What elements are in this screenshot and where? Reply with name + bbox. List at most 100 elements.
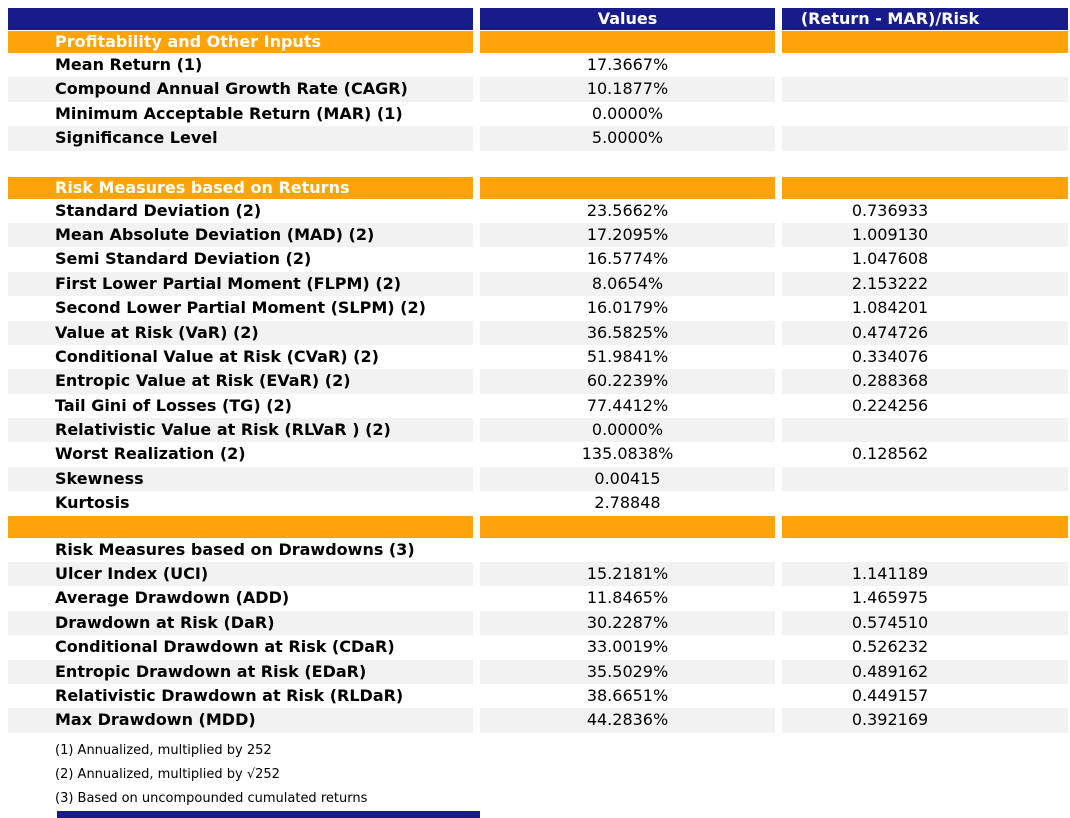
ratio-column-header: (Return - MAR)/Risk [782,8,1068,30]
metric-label: Relativistic Drawdown at Risk (RLDaR) [55,685,404,705]
metric-value: 0.0000% [591,103,664,123]
metric-label: Risk Measures based on Returns [8,176,473,199]
metric-value: 44.2836% [480,708,775,733]
metric-ratio [782,418,1068,443]
metric-label: Compound Annual Growth Rate (CAGR) [8,77,473,102]
metric-ratio: 1.465975 [851,588,929,608]
section-header-row: Risk Measures based on Returns [8,176,1068,199]
metric-row: Entropic Drawdown at Risk (EDaR) 35.5029%… [8,659,1068,684]
table-body: Profitability and Other Inputs Mean Retur… [8,31,1068,733]
metric-label: Entropic Value at Risk (EVaR) (2) [8,369,473,394]
metric-label: Risk Measures based on Drawdowns (3) [55,539,415,559]
metric-value: 17.2095% [480,222,775,248]
metric-label: Conditional Value at Risk (CVaR) (2) [55,346,379,366]
metric-label: Tail Gini of Losses (TG) (2) [55,395,292,415]
metric-ratio: 0.474726 [782,320,1068,345]
metric-label: Profitability and Other Inputs [8,31,473,53]
metric-value: 30.2287% [480,610,775,636]
metric-column-header [8,8,473,30]
metric-ratio: 1.009130 [782,222,1068,248]
metric-ratio [782,176,1068,199]
metric-value: 2.78848 [594,493,661,513]
metric-ratio: 1.047608 [851,249,929,269]
metric-value: 38.6651% [586,685,669,705]
metric-ratio: 0.334076 [851,346,929,366]
metric-row: Conditional Value at Risk (CVaR) (2) 51.9… [8,345,1068,369]
metric-ratio: 0.574510 [782,610,1068,636]
metric-value [480,176,775,199]
footnote: (1) Annualized, multiplied by 252 [55,742,272,758]
metric-value: 0.0000% [480,418,775,443]
metric-label: Kurtosis [55,493,130,513]
metric-ratio: 0.224256 [851,395,929,415]
metric-row: Second Lower Partial Moment (SLPM) (2) 16… [8,296,1068,320]
metric-ratio [782,538,1068,562]
metric-row: Worst Realization (2) 135.0838% 0.128562 [8,442,1068,466]
metric-value: 17.3667% [586,55,669,74]
metric-label [8,515,473,538]
metric-label: Worst Realization (2) [55,444,246,464]
metric-value: 8.0654% [480,271,775,297]
metric-ratio [782,515,1068,538]
metric-row: Kurtosis 2.78848 [8,491,1068,515]
metric-row: Relativistic Value at Risk (RLVaR ) (2) 0… [8,418,1068,443]
metric-ratio: 0.736933 [851,200,929,220]
metric-ratio [782,77,1068,102]
metric-row: Significance Level 5.0000% [8,126,1068,151]
metric-ratio: 1.141189 [782,562,1068,587]
metric-value [480,31,775,53]
metric-label: Conditional Drawdown at Risk (CDaR) [55,637,395,657]
metric-row: Semi Standard Deviation (2) 16.5774% 1.047… [8,247,1068,271]
metric-label: Drawdown at Risk (DaR) [8,610,473,636]
metric-value: 5.0000% [480,126,775,151]
metric-label: Relativistic Value at Risk (RLVaR ) (2) [8,418,473,443]
metric-ratio: 0.489162 [782,659,1068,684]
metric-value: 77.4412% [586,395,669,415]
values-column-header: Values [480,8,775,30]
metric-value: 23.5662% [586,200,669,220]
metric-value: 33.0019% [586,637,669,657]
metric-ratio: 0.526232 [851,637,929,657]
metric-value: 16.0179% [586,298,669,318]
metric-row: Standard Deviation (2) 23.5662% 0.736933 [8,199,1068,223]
metric-row: Skewness 0.00415 [8,466,1068,492]
metric-value: 35.5029% [480,659,775,684]
metric-row: Drawdown at Risk (DaR) 30.2287% 0.574510 [8,610,1068,636]
metric-label: Max Drawdown (MDD) [8,708,473,733]
metric-ratio: 0.288368 [782,369,1068,394]
metric-ratio [782,126,1068,151]
metric-label: Semi Standard Deviation (2) [55,249,312,269]
metric-label: Mean Return (1) [55,55,203,74]
metric-row: First Lower Partial Moment (FLPM) (2) 8.0… [8,271,1068,297]
metric-value: 10.1877% [480,77,775,102]
metric-value: 135.0838% [581,444,674,464]
metric-value: 15.2181% [480,562,775,587]
metric-value: 51.9841% [586,346,669,366]
metric-value: 11.8465% [586,588,669,608]
metric-value: 0.00415 [480,466,775,492]
metric-label: Value at Risk (VaR) (2) [8,320,473,345]
metric-label: First Lower Partial Moment (FLPM) (2) [8,271,473,297]
metric-row: Compound Annual Growth Rate (CAGR) 10.187… [8,77,1068,102]
metric-ratio: 0.128562 [851,444,929,464]
metric-row: Average Drawdown (ADD) 11.8465% 1.465975 [8,586,1068,610]
metric-ratio [782,102,1068,126]
footnote: (2) Annualized, multiplied by √252 [55,766,280,782]
metric-ratio: 2.153222 [782,271,1068,297]
metric-ratio: 0.449157 [851,685,929,705]
footnotes: (1) Annualized, multiplied by 252 (2) An… [8,739,1068,811]
section-header-row [8,515,1068,538]
metric-row: Relativistic Drawdown at Risk (RLDaR) 38.… [8,684,1068,708]
metric-row: Mean Return (1) 17.3667% [8,53,1068,77]
metric-label: Skewness [8,466,473,492]
metric-ratio [782,31,1068,53]
metric-row: Mean Absolute Deviation (MAD) (2) 17.2095… [8,222,1068,248]
metric-row: Risk Measures based on Drawdowns (3) [8,538,1068,562]
metric-row: Minimum Acceptable Return (MAR) (1) 0.000… [8,102,1068,126]
metric-value [480,515,775,538]
metric-label: Second Lower Partial Moment (SLPM) (2) [55,298,426,318]
metric-label: Average Drawdown (ADD) [55,588,290,608]
metric-row: Value at Risk (VaR) (2) 36.5825% 0.474726 [8,320,1068,345]
metric-label: Significance Level [8,126,473,151]
metric-row: Ulcer Index (UCI) 15.2181% 1.141189 [8,562,1068,587]
